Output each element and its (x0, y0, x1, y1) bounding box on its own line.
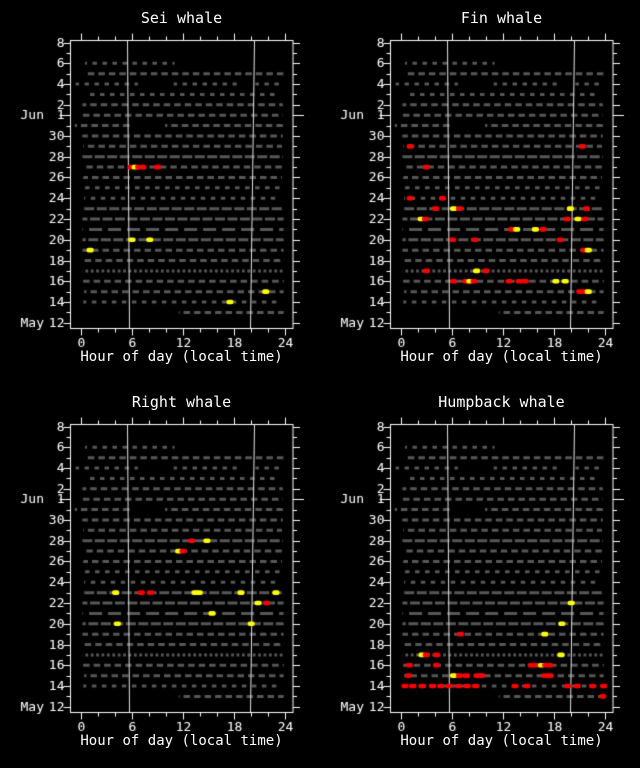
x-axis-label-right: Hour of day (local time) (80, 733, 283, 749)
panel-fin-whale: Fin whale Hour of day (local time) (320, 0, 640, 384)
panel-right-whale: Right whale Hour of day (local time) (0, 384, 320, 768)
x-axis-label-fin: Hour of day (local time) (400, 349, 603, 365)
panel-sei-whale: Sei whale Hour of day (local time) (0, 0, 320, 384)
right-whale-plot-canvas (0, 384, 320, 768)
x-axis-label-sei: Hour of day (local time) (80, 349, 283, 365)
panel-humpback-whale: Humpback whale Hour of day (local time) (320, 384, 640, 768)
fin-whale-plot-canvas (320, 0, 640, 384)
panel-title-fin: Fin whale (460, 9, 543, 27)
panel-title-sei: Sei whale (140, 9, 223, 27)
humpback-whale-plot-canvas (320, 384, 640, 768)
x-axis-label-humpback: Hour of day (local time) (400, 733, 603, 749)
sei-whale-plot-canvas (0, 0, 320, 384)
panel-title-humpback: Humpback whale (438, 393, 565, 411)
panel-title-right: Right whale (131, 393, 232, 411)
